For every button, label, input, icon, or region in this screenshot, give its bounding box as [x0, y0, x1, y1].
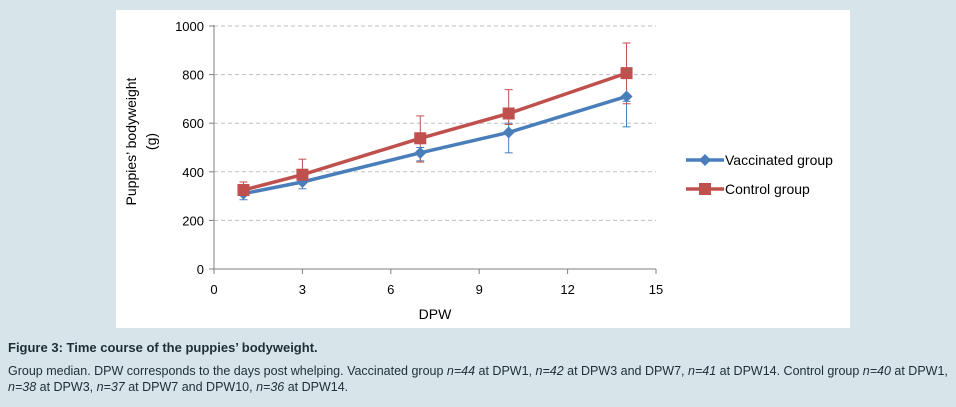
- data-point: [414, 146, 427, 159]
- legend-marker: [699, 154, 711, 166]
- data-point: [237, 184, 250, 197]
- y-tick-label: 400: [182, 165, 204, 180]
- caption-text-part: n=44: [446, 364, 476, 378]
- caption-text-part: at DPW3,: [36, 380, 97, 394]
- data-point: [620, 67, 633, 80]
- caption-text-part: at DPW1,: [475, 364, 536, 378]
- line-chart: 0 200 400 600 800 1000 0 3 6 9 12 15 DPW Puppies’ bod…: [123, 19, 833, 322]
- caption-text-part: at DPW14. Control group: [716, 364, 863, 378]
- legend-label: Control group: [725, 181, 810, 197]
- y-tick-label: 0: [197, 262, 204, 277]
- y-tick-label: 1000: [175, 19, 204, 34]
- data-point: [620, 90, 633, 103]
- caption-text-part: at DPW7 and DPW10,: [124, 380, 257, 394]
- caption-text-part: n=42: [535, 364, 564, 378]
- x-tick-label: 12: [560, 282, 574, 297]
- x-tick-label: 0: [210, 282, 217, 297]
- data-point: [502, 126, 515, 139]
- y-tick-label: 200: [182, 213, 204, 228]
- figure-caption: Figure 3: Time course of the puppies’ bo…: [8, 340, 952, 395]
- caption-text-part: Group median. DPW corresponds to the day…: [8, 364, 447, 378]
- x-tick-label: 6: [387, 282, 394, 297]
- data-point: [296, 168, 309, 181]
- caption-text-part: at DPW14.: [284, 380, 349, 394]
- caption-text-part: at DPW3 and DPW7,: [563, 364, 689, 378]
- caption-body: Group median. DPW corresponds to the day…: [8, 363, 952, 395]
- caption-text-part: n=38: [8, 380, 37, 394]
- legend-marker: [699, 183, 711, 195]
- y-axis-unit: (g): [143, 133, 159, 150]
- x-tick-label: 15: [649, 282, 663, 297]
- y-tick-label: 600: [182, 116, 204, 131]
- y-tick-label: 800: [182, 68, 204, 83]
- x-tick-label: 3: [299, 282, 306, 297]
- y-axis-title: Puppies’ bodyweight: [123, 77, 139, 205]
- chart-panel: 0 200 400 600 800 1000 0 3 6 9 12 15 DPW Puppies’ bod…: [116, 10, 850, 328]
- caption-text-part: n=40: [862, 364, 891, 378]
- caption-text-part: n=37: [96, 380, 125, 394]
- legend-label: Vaccinated group: [725, 152, 833, 168]
- data-point: [502, 107, 515, 120]
- caption-text-part: at DPW1,: [890, 364, 948, 378]
- caption-text-part: n=36: [256, 380, 285, 394]
- caption-text-part: n=41: [688, 364, 717, 378]
- x-axis-title: DPW: [419, 306, 452, 322]
- caption-title: Figure 3: Time course of the puppies’ bo…: [8, 340, 318, 355]
- x-tick-label: 9: [476, 282, 483, 297]
- data-point: [414, 132, 427, 145]
